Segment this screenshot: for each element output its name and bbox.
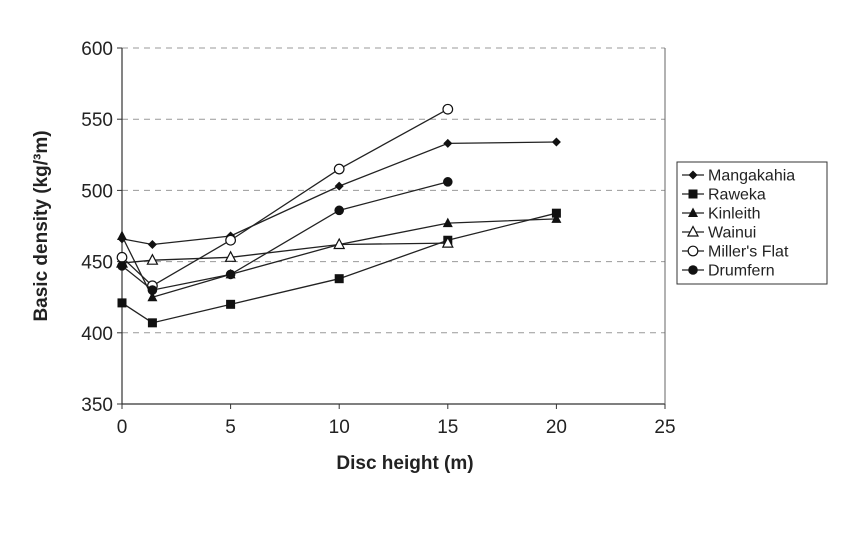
data-point-drumfern-3 xyxy=(334,205,345,216)
x-tick-label-15: 15 xyxy=(437,417,458,438)
legend-label-miller-s-flat: Miller's Flat xyxy=(708,244,789,261)
legend-marker-wainui xyxy=(687,225,699,237)
legend-marker-mangakahia xyxy=(688,170,698,180)
data-point-mangakahia-1 xyxy=(147,240,157,250)
data-point-mangakahia-4 xyxy=(443,138,453,148)
legend-label-raweka: Raweka xyxy=(708,187,766,204)
data-point-miller-s-flat-0 xyxy=(116,251,128,263)
data-point-raweka-1 xyxy=(147,318,157,328)
legend-marker-kinleith xyxy=(688,207,698,217)
legend-marker-raweka xyxy=(688,189,698,199)
legend-marker-miller-s-flat xyxy=(687,245,699,257)
series-line-raweka xyxy=(121,212,557,324)
data-point-kinleith-4 xyxy=(442,217,453,228)
y-tick-label-450: 450 xyxy=(81,253,113,274)
data-point-wainui-1 xyxy=(146,253,159,265)
data-point-miller-s-flat-2 xyxy=(225,234,237,246)
y-tick-label-500: 500 xyxy=(81,181,113,202)
data-point-kinleith-1 xyxy=(147,291,158,302)
data-point-wainui-4 xyxy=(441,236,454,248)
y-axis-title: Basic density (kg/³m) xyxy=(31,130,52,321)
gridlines xyxy=(122,47,665,334)
data-point-kinleith-0 xyxy=(117,230,127,240)
data-point-drumfern-4 xyxy=(443,177,453,187)
y-tick-label-600: 600 xyxy=(81,39,113,60)
legend-label-drumfern: Drumfern xyxy=(708,263,775,280)
data-series xyxy=(116,103,562,328)
data-point-drumfern-2 xyxy=(225,269,236,280)
data-point-drumfern-1 xyxy=(147,285,158,295)
data-point-mangakahia-3 xyxy=(334,181,344,191)
axes: 350 400 450 500 550 600 0 5 10 15 20 25 xyxy=(81,39,675,438)
legend-label-kinleith: Kinleith xyxy=(708,206,760,223)
y-tick-label-550: 550 xyxy=(81,110,113,131)
series-line-mangakahia xyxy=(121,141,557,246)
legend-box xyxy=(676,161,828,285)
legend-marker-drumfern xyxy=(688,265,698,275)
data-point-raweka-3 xyxy=(334,274,344,284)
series-wainui xyxy=(116,236,454,268)
y-tick-label-400: 400 xyxy=(81,324,113,345)
data-point-wainui-3 xyxy=(333,237,346,250)
data-point-raweka-5 xyxy=(551,208,561,218)
data-point-drumfern-0 xyxy=(117,261,127,271)
data-point-raweka-2 xyxy=(226,299,236,309)
data-point-mangakahia-5 xyxy=(551,137,561,147)
legend-label-wainui: Wainui xyxy=(708,225,756,242)
y-tick-label-350: 350 xyxy=(81,395,113,416)
x-tick-label-10: 10 xyxy=(329,417,350,438)
data-point-kinleith-5 xyxy=(551,213,562,223)
x-axis-title: Disc height (m) xyxy=(336,453,473,474)
data-point-raweka-0 xyxy=(117,298,127,308)
x-tick-label-20: 20 xyxy=(546,417,567,438)
legend: Mangakahia Raweka Kinleith Wainui Miller's F… xyxy=(676,161,828,285)
series-drumfern xyxy=(117,177,453,295)
plot-area xyxy=(122,48,665,404)
x-tick-label-25: 25 xyxy=(654,417,675,438)
x-tick-label-5: 5 xyxy=(225,417,236,438)
data-point-miller-s-flat-3 xyxy=(333,163,345,175)
data-point-wainui-2 xyxy=(224,250,237,262)
x-tick-label-0: 0 xyxy=(117,417,128,438)
legend-label-mangakahia: Mangakahia xyxy=(708,168,795,185)
data-point-miller-s-flat-4 xyxy=(442,103,454,115)
